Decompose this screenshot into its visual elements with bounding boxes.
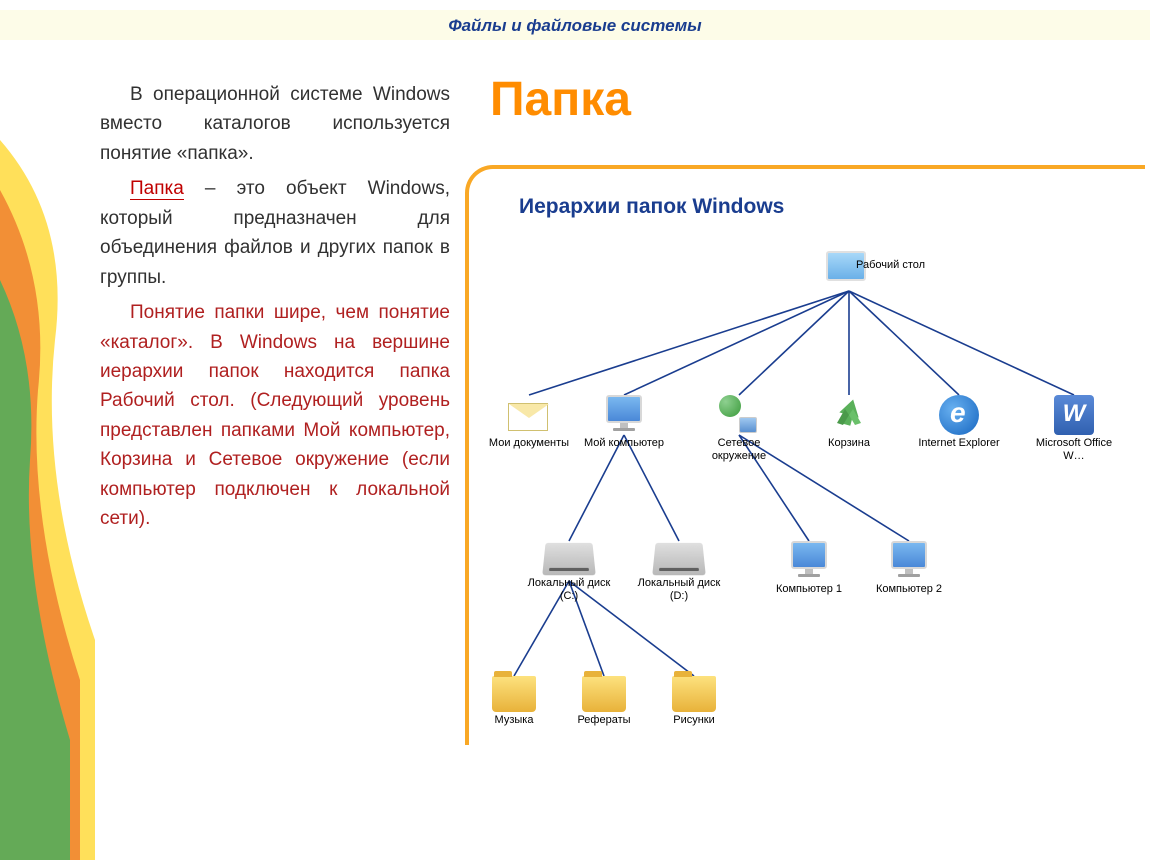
tree-node-essays: Рефераты — [559, 676, 649, 727]
paragraph-1: В операционной системе Windows вместо ка… — [100, 80, 450, 168]
tree-node-label: Локальный диск (D:) — [634, 577, 724, 602]
documents-icon — [508, 395, 550, 435]
tree-node-label: Корзина — [804, 437, 894, 450]
tree-node-recycle: Корзина — [804, 395, 894, 450]
computer-icon — [602, 395, 646, 435]
tree-node-label: Мои документы — [484, 437, 574, 450]
background-swoosh — [0, 140, 95, 860]
tree-node-label: Microsoft Office W… — [1029, 437, 1119, 462]
tree-node-label: Компьютер 1 — [764, 583, 854, 596]
diagram-panel: Иерархии папок Windows Рабочий стол Мои д… — [465, 165, 1145, 745]
tree-node-netplaces: Сетевое окружение — [694, 395, 784, 462]
tree-node-mycomp: Мой компьютер — [579, 395, 669, 450]
diagram-title: Иерархии папок Windows — [519, 195, 784, 219]
tree-node-label: Сетевое окружение — [694, 437, 784, 462]
tree-node-label: Локальный диск (C:) — [524, 577, 614, 602]
diagram-nodes-layer: Рабочий стол Мои документы Мой компьютер Се… — [469, 231, 1149, 749]
tree-node-label: Музыка — [469, 714, 559, 727]
header-title: Файлы и файловые системы — [448, 16, 701, 35]
folder-icon — [672, 676, 716, 712]
header-bar: Файлы и файловые системы — [0, 10, 1150, 40]
tree-node-pictures: Рисунки — [649, 676, 739, 727]
computer-icon — [887, 541, 931, 581]
tree-node-label: Рефераты — [559, 714, 649, 727]
paragraph-3: Понятие папки шире, чем понятие «каталог… — [100, 298, 450, 534]
tree-node-diskc: Локальный диск (C:) — [524, 541, 614, 602]
tree-node-music: Музыка — [469, 676, 559, 727]
tree-node-label: Internet Explorer — [914, 437, 1004, 450]
network-icon — [717, 395, 761, 435]
tree-node-comp2: Компьютер 2 — [864, 541, 954, 596]
ie-icon — [939, 395, 979, 435]
tree-node-diskd: Локальный диск (D:) — [634, 541, 724, 602]
tree-node-label: Компьютер 2 — [864, 583, 954, 596]
tree-node-root: Рабочий стол — [804, 251, 894, 291]
main-title: Папка — [490, 72, 631, 127]
tree-node-word: WMicrosoft Office W… — [1029, 395, 1119, 462]
folder-icon — [582, 676, 626, 712]
tree-node-ie: Internet Explorer — [914, 395, 1004, 450]
drive-icon — [542, 543, 596, 575]
text-column: В операционной системе Windows вместо ка… — [100, 80, 450, 540]
tree-node-label: Рисунки — [649, 714, 739, 727]
recycle-icon — [829, 395, 869, 435]
drive-icon — [652, 543, 706, 575]
keyword-papka: Папка — [130, 178, 184, 200]
folder-icon — [492, 676, 536, 712]
tree-node-mydocs: Мои документы — [484, 395, 574, 450]
tree-node-label: Рабочий стол — [856, 259, 956, 272]
computer-icon — [787, 541, 831, 581]
paragraph-2: Папка – это объект Windows, который пред… — [100, 174, 450, 292]
tree-node-label: Мой компьютер — [579, 437, 669, 450]
tree-node-comp1: Компьютер 1 — [764, 541, 854, 596]
word-icon: W — [1054, 395, 1094, 435]
